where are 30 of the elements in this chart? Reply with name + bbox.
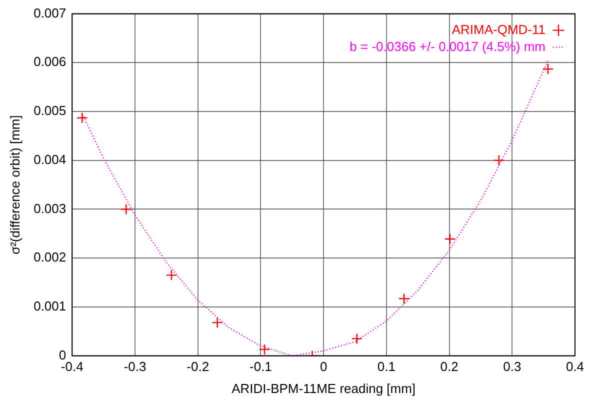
x-tick-label: -0.3: [124, 359, 146, 374]
line-series: [82, 60, 549, 356]
x-axis-title: ARIDI-BPM-11ME reading [mm]: [232, 380, 416, 396]
y-axis-title: σ²(difference orbit) [mm]: [7, 115, 22, 254]
x-tick-label: 0: [320, 359, 328, 374]
y-tick-label: 0.005: [34, 103, 66, 118]
y-tick-label: 0.001: [34, 298, 66, 314]
point: [76, 112, 88, 124]
y-tick-label: 0.006: [34, 54, 66, 70]
x-tick-label: 0.2: [440, 359, 458, 374]
x-tick-label: 0.3: [503, 359, 522, 374]
point: [258, 344, 270, 356]
point: [493, 154, 505, 166]
y-tick-label: 0.002: [34, 250, 66, 265]
point: [444, 233, 456, 245]
legend-label: b = -0.0366 +/- 0.0017 (4.5%) mm: [350, 38, 546, 54]
x-tick-label: -0.1: [250, 359, 272, 374]
point: [398, 293, 410, 304]
y-tick-label: 0.004: [34, 152, 66, 167]
point: [542, 63, 554, 75]
x-tick-label: 0.4: [566, 359, 584, 374]
point: [166, 270, 178, 281]
y-tick-label: 0.007: [34, 5, 66, 20]
point: [120, 204, 132, 215]
point: [212, 316, 223, 328]
x-tick-label: 0.1: [377, 359, 396, 374]
y-tick-label: 0.003: [34, 200, 66, 216]
point: [351, 333, 362, 344]
x-tick-label: -0.2: [186, 359, 210, 374]
legend-label: ARIMA-QMD-11: [452, 22, 546, 37]
